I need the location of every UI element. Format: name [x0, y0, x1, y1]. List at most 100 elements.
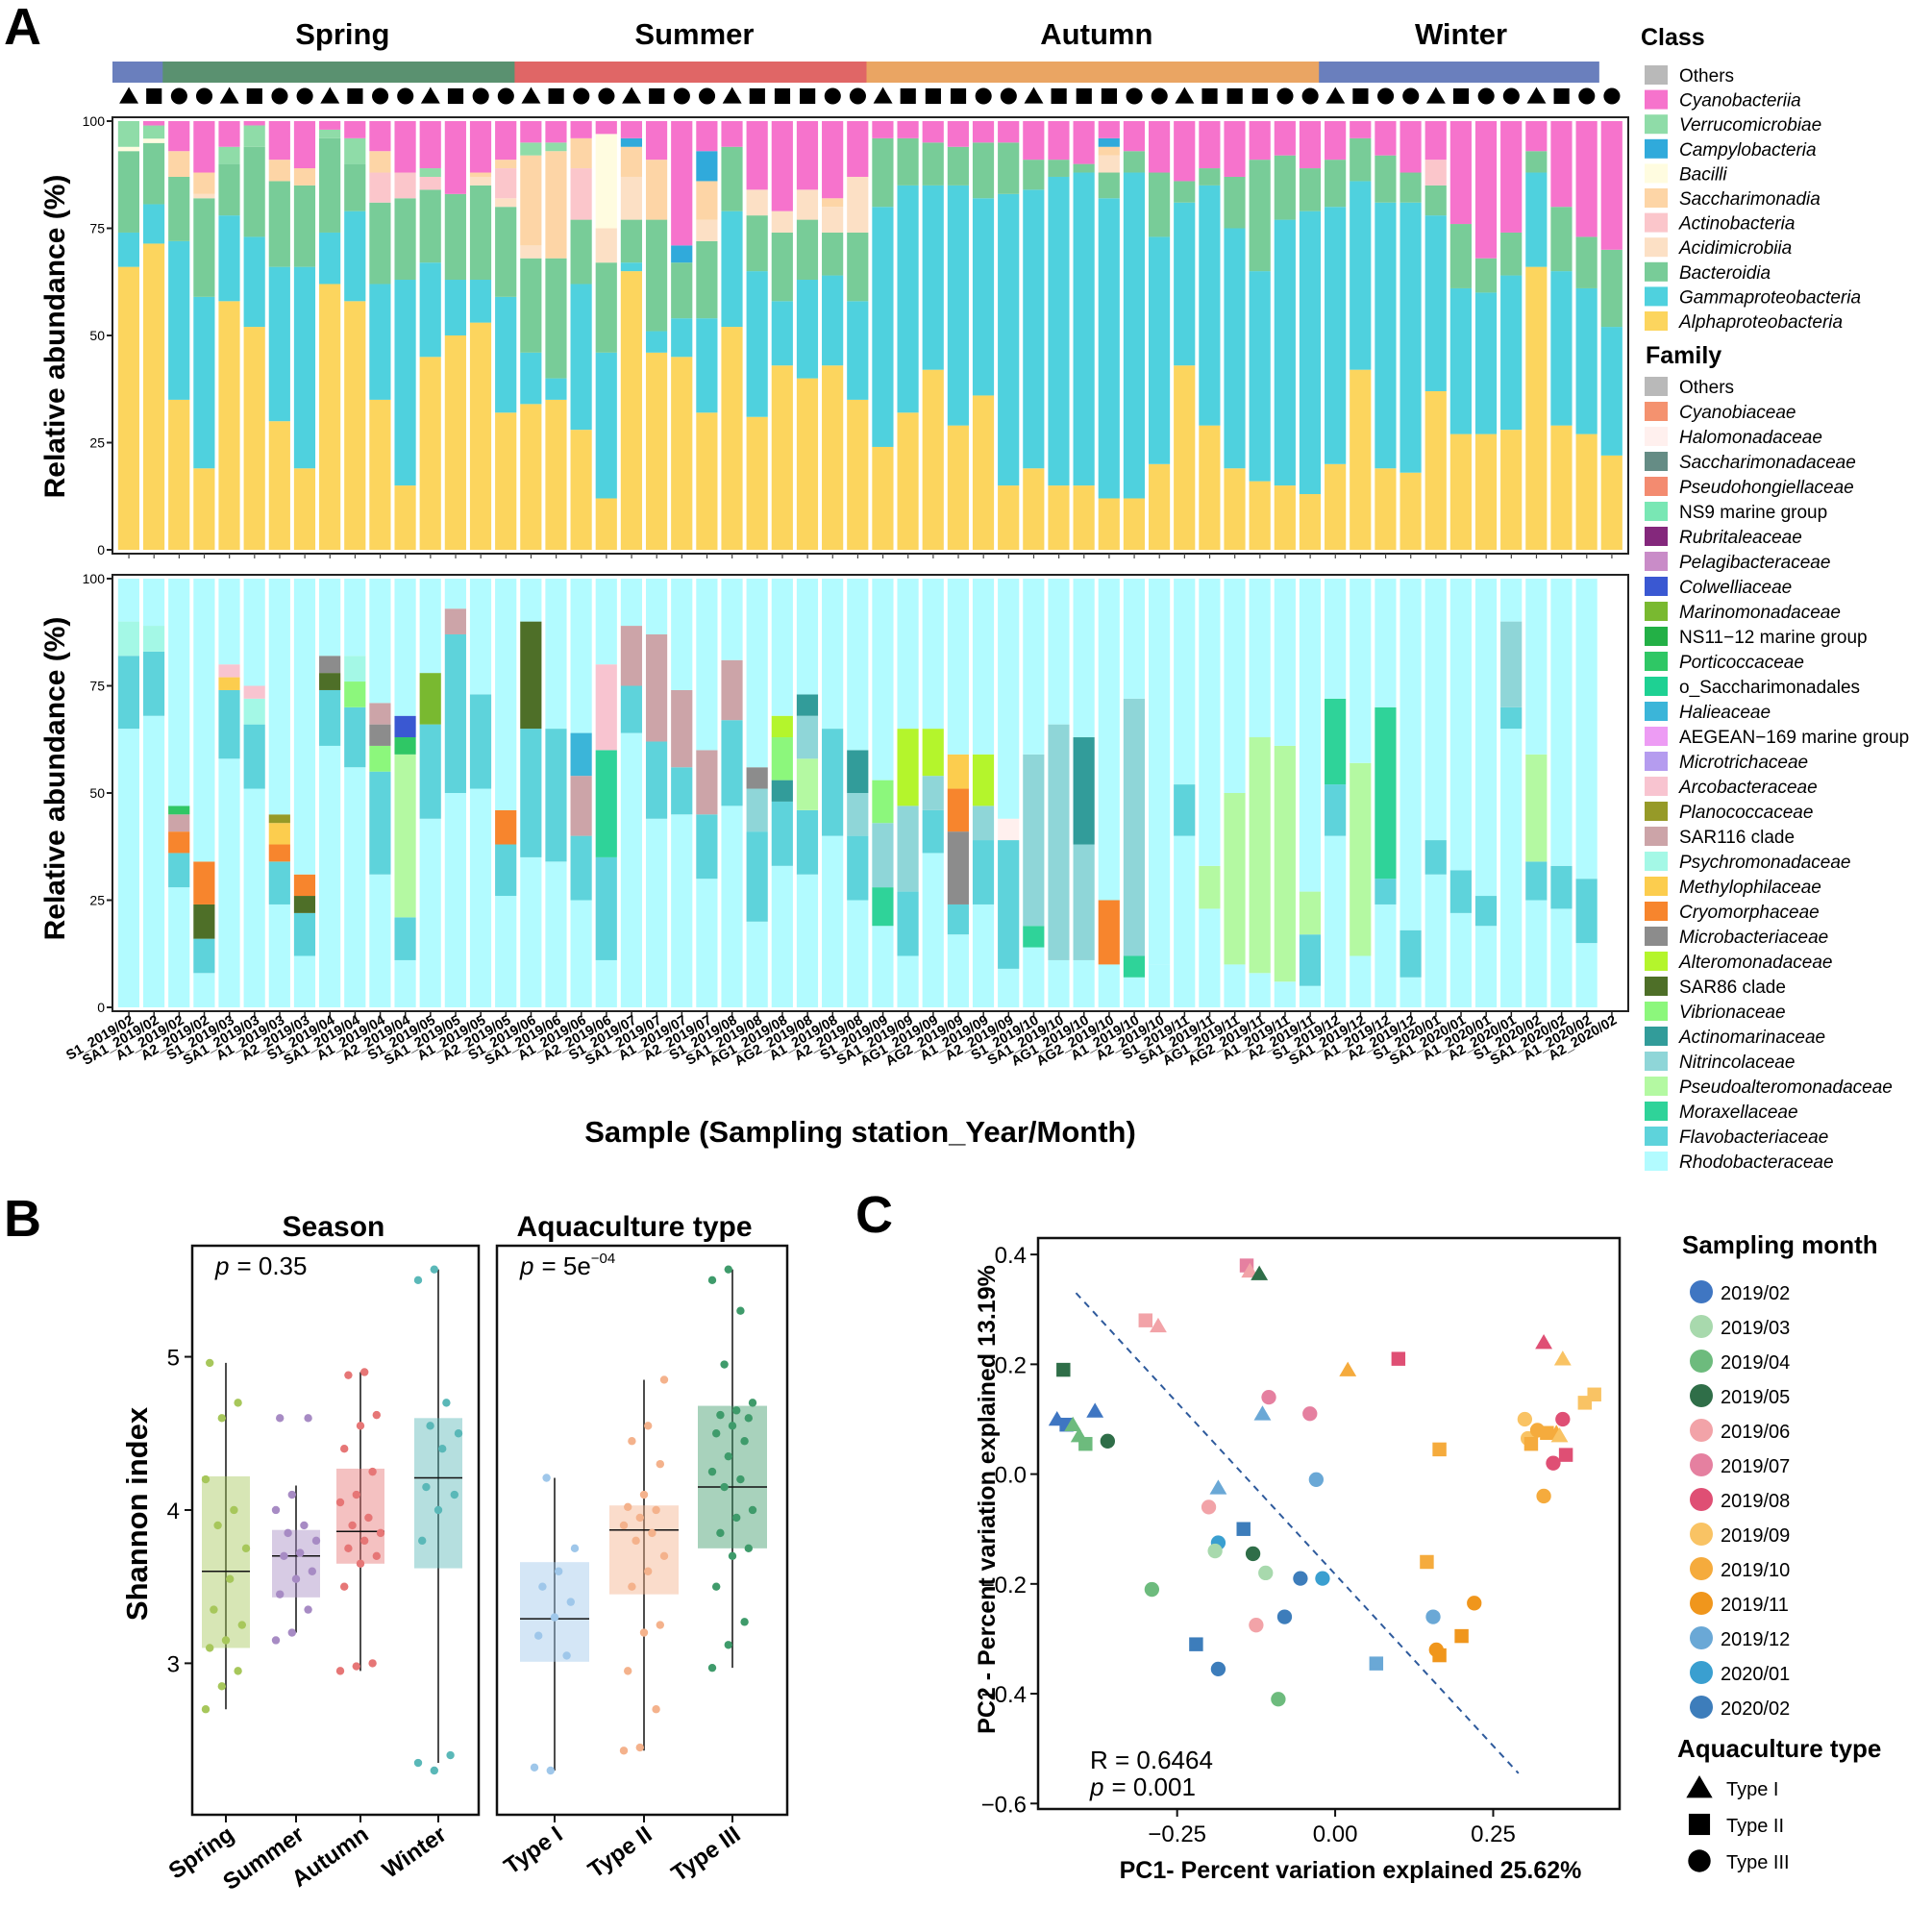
class-bar-segment: [1073, 172, 1096, 486]
box-point: [748, 1399, 757, 1407]
family-bar-y-tick-label: 100: [83, 571, 106, 586]
class-legend-item-label: Saccharimonadia: [1679, 189, 1821, 210]
box-point: [237, 1621, 246, 1629]
family-bar-segment: [922, 809, 945, 854]
class-bar-segment: [495, 207, 517, 297]
family-bar-segment: [696, 814, 718, 880]
family-bar-segment: [696, 879, 718, 1007]
family-bar-segment: [1098, 964, 1121, 1007]
box-point: [372, 1410, 381, 1420]
family-bar-segment: [344, 681, 366, 707]
class-bar-segment: [746, 271, 769, 417]
box-point: [364, 1513, 373, 1523]
class-bar-segment: [1350, 369, 1372, 550]
pca-point: [1249, 1618, 1264, 1633]
shannon-y-axis-title: Shannon index: [120, 1406, 154, 1621]
class-bar-segment: [696, 219, 718, 241]
box-point: [344, 1371, 353, 1379]
family-bar-segment: [419, 673, 442, 725]
class-bar-segment: [1148, 172, 1171, 237]
box-point: [724, 1265, 732, 1274]
class-bar-segment: [1098, 172, 1121, 199]
type-legend-shape: [1688, 1813, 1711, 1836]
season-title: Winter: [1415, 17, 1507, 51]
box-point: [356, 1422, 365, 1430]
class-bar-segment: [545, 151, 567, 259]
pca-point: [1144, 1581, 1160, 1598]
class-bar-segment: [117, 266, 140, 550]
family-bar-segment: [495, 896, 517, 1007]
class-legend-item-label: Actinobacteria: [1678, 214, 1795, 235]
class-bar-segment: [495, 168, 517, 199]
family-bar-segment: [1073, 737, 1096, 845]
class-bar-segment: [1148, 236, 1171, 464]
boxplot-frame: [495, 1244, 789, 1817]
box-point: [368, 1467, 377, 1476]
month-legend-label: 2019/06: [1721, 1422, 1790, 1443]
class-bar-segment: [1299, 121, 1322, 169]
family-bar-segment: [1048, 724, 1070, 960]
class-bar-segment: [1123, 121, 1146, 152]
box-category-label: Winter: [378, 1821, 451, 1884]
class-bar-segment: [344, 121, 366, 138]
family-bar-segment: [671, 579, 693, 690]
month-legend-label: 2019/07: [1721, 1456, 1790, 1477]
class-bar-segment: [1073, 163, 1096, 173]
box-point: [304, 1605, 312, 1614]
class-bar-segment: [671, 121, 693, 246]
family-bar-segment: [394, 579, 416, 716]
family-bar-segment: [746, 921, 769, 1007]
class-bar-segment: [696, 412, 718, 550]
family-legend-item-label: Actinomarinaceae: [1678, 1028, 1825, 1048]
class-bar-segment: [872, 121, 894, 138]
box-point: [542, 1474, 551, 1482]
pca-point: [1339, 1361, 1357, 1376]
class-bar-segment: [1375, 202, 1397, 469]
class-bar-segment: [243, 327, 266, 550]
box-point: [716, 1528, 725, 1538]
class-bar-segment: [469, 185, 492, 281]
class-bar-segment: [243, 125, 266, 147]
family-bar-segment: [168, 831, 190, 854]
class-legend-item-swatch: [1645, 286, 1668, 307]
class-bar-segment: [1299, 168, 1322, 211]
pca-point: [1425, 1609, 1441, 1624]
class-bar-segment: [645, 121, 668, 161]
box-point: [632, 1536, 640, 1546]
box-point: [376, 1528, 385, 1538]
class-bar-segment: [1474, 121, 1498, 259]
family-bar-segment: [1575, 879, 1598, 944]
family-legend-item-swatch: [1645, 627, 1668, 646]
family-legend-item-label: Arcobacteraceae: [1678, 778, 1818, 798]
class-bar-segment: [419, 357, 442, 550]
family-bar-segment: [495, 809, 517, 845]
box-point: [656, 1621, 664, 1629]
box-point: [644, 1567, 653, 1575]
family-bar-segment: [1424, 579, 1448, 841]
class-bar-segment: [419, 189, 442, 263]
class-bar-segment: [545, 142, 567, 152]
family-bar-segment: [369, 703, 391, 725]
family-bar-segment: [1249, 579, 1272, 738]
month-legend-title: Sampling month: [1682, 1230, 1878, 1259]
class-bar-segment: [847, 121, 869, 177]
pca-x-axis-title: PC1- Percent variation explained 25.62%: [1120, 1857, 1582, 1884]
family-legend: Others Cyanobiaceae Halomonadaceae Sacchari…: [1645, 377, 1909, 1173]
family-bar-segment: [972, 754, 995, 806]
box-point: [217, 1414, 226, 1423]
class-bar-segment: [193, 172, 215, 194]
family-y-axis-title: Relative abundance (%): [39, 617, 71, 941]
class-bar-segment: [1525, 172, 1548, 267]
family-bar-segment: [495, 844, 517, 897]
family-bar-segment: [947, 579, 970, 755]
class-bar-segment: [293, 185, 316, 267]
family-bar-segment: [243, 685, 266, 699]
month-legend-label: 2019/10: [1721, 1560, 1790, 1581]
class-bar-segment: [645, 331, 668, 353]
family-bar-segment: [469, 694, 492, 789]
class-bar-segment: [117, 232, 140, 267]
box-point: [712, 1429, 721, 1438]
shannon-boxplots: Shannon index Season Aquaculture type p =…: [120, 1211, 789, 1896]
family-bar-segment: [218, 664, 240, 678]
family-bar-segment: [595, 959, 618, 1007]
